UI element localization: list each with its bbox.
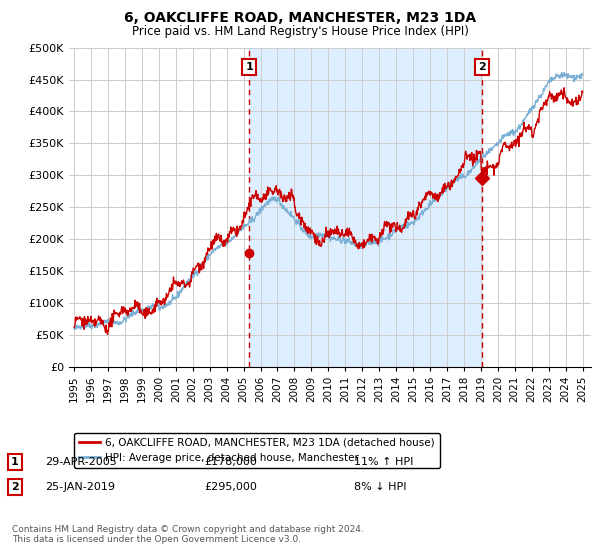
Text: 8% ↓ HPI: 8% ↓ HPI	[354, 482, 407, 492]
Text: 1: 1	[245, 62, 253, 72]
Bar	[249, 48, 482, 367]
Text: £178,000: £178,000	[204, 457, 257, 467]
Text: 29-APR-2005: 29-APR-2005	[45, 457, 117, 467]
Text: 25-JAN-2019: 25-JAN-2019	[45, 482, 115, 492]
Text: 2: 2	[478, 62, 486, 72]
Text: 2: 2	[11, 482, 19, 492]
Text: 11% ↑ HPI: 11% ↑ HPI	[354, 457, 413, 467]
Text: Contains HM Land Registry data © Crown copyright and database right 2024.
This d: Contains HM Land Registry data © Crown c…	[12, 525, 364, 544]
Text: £295,000: £295,000	[204, 482, 257, 492]
Legend: 6, OAKCLIFFE ROAD, MANCHESTER, M23 1DA (detached house), HPI: Average price, det: 6, OAKCLIFFE ROAD, MANCHESTER, M23 1DA (…	[74, 433, 440, 468]
Text: Price paid vs. HM Land Registry's House Price Index (HPI): Price paid vs. HM Land Registry's House …	[131, 25, 469, 38]
Text: 6, OAKCLIFFE ROAD, MANCHESTER, M23 1DA: 6, OAKCLIFFE ROAD, MANCHESTER, M23 1DA	[124, 11, 476, 25]
Text: 1: 1	[11, 457, 19, 467]
